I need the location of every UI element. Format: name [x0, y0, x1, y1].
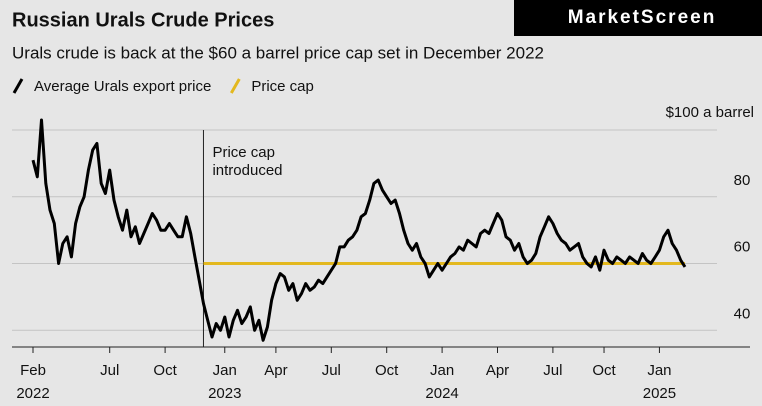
chart-subtitle: Urals crude is back at the $60 a barrel … — [12, 43, 544, 62]
y-tick-label: 80 — [734, 172, 751, 189]
legend-swatch — [230, 78, 241, 94]
x-tick-label: Jul — [322, 362, 341, 379]
x-tick-label: Jan 2023 — [208, 362, 241, 402]
annotation: introduced — [212, 162, 282, 179]
legend-label: Average Urals export price — [34, 78, 211, 95]
x-tick-label: Oct — [153, 362, 177, 379]
x-tick-label: Jan 2024 — [425, 362, 458, 402]
legend-swatch — [12, 78, 24, 94]
x-tick-label: Feb 2022 — [16, 362, 49, 402]
x-tick-label: Apr — [486, 362, 509, 379]
y-tick-label: $100 a barrel — [666, 104, 754, 121]
brand-box — [514, 0, 762, 36]
x-tick-label: Jul — [543, 362, 562, 379]
brand: MarketScreen — [568, 7, 717, 28]
series-line — [31, 118, 687, 342]
annotation: Price cap — [212, 144, 275, 161]
x-tick-label: Oct — [375, 362, 399, 379]
y-tick-label: 60 — [734, 239, 751, 256]
y-tick-label: 40 — [734, 305, 751, 322]
chart-title: Russian Urals Crude Prices — [12, 9, 274, 31]
legend-label: Price cap — [251, 78, 314, 95]
x-tick-label: Apr — [264, 362, 287, 379]
x-tick-label: Oct — [592, 362, 616, 379]
x-tick-label: Jul — [100, 362, 119, 379]
x-tick-label: Jan 2025 — [643, 362, 676, 402]
